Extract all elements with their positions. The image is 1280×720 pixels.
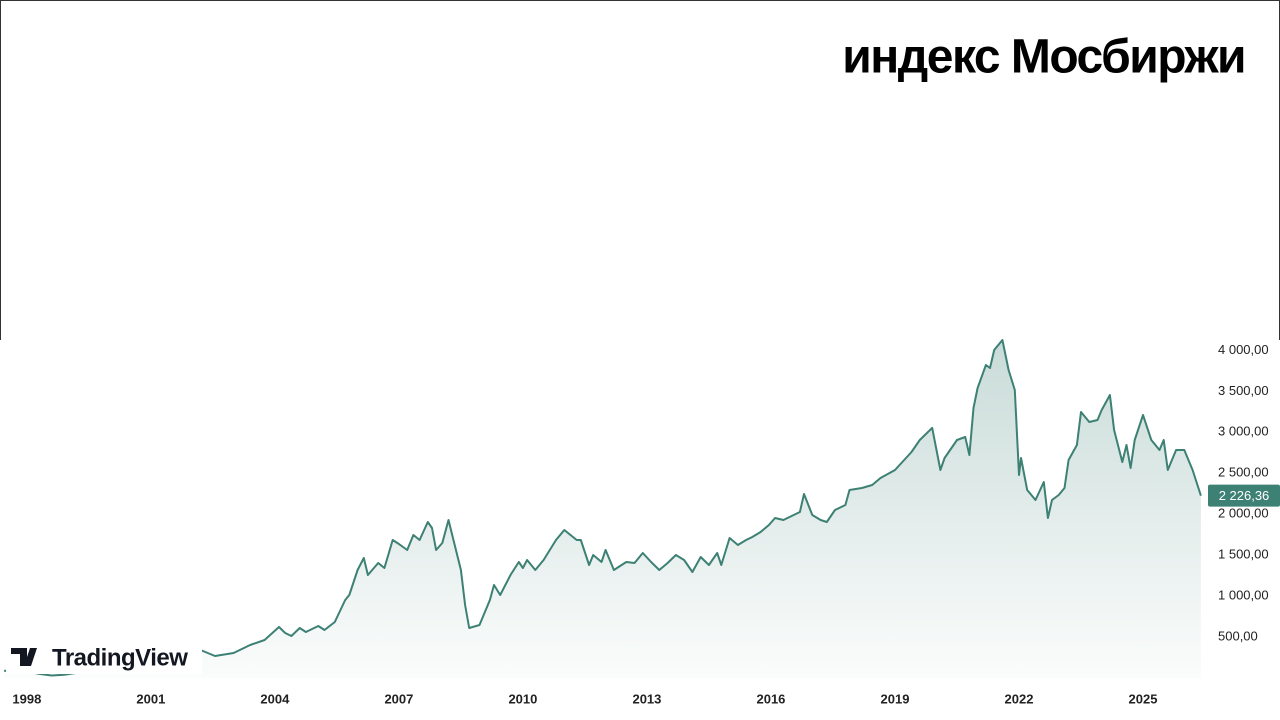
plot: 500,00 1 000,00 1 500,00 2 000,00 2 500,00 3 … — [3, 339, 1280, 706]
x-tick-label: 2010 — [508, 691, 537, 706]
x-tick-label: 2016 — [756, 691, 785, 706]
watermark: TradingView — [6, 642, 202, 674]
watermark-icon — [11, 648, 37, 666]
y-tick-label: 2 500,00 — [1218, 465, 1269, 480]
watermark-text: TradingView — [52, 644, 188, 671]
y-tick-label: 3 000,00 — [1218, 424, 1269, 439]
x-tick-label: 2025 — [1129, 691, 1158, 706]
x-tick-label: 1998 — [12, 691, 41, 706]
y-tick-label: 3 500,00 — [1218, 383, 1269, 398]
x-tick-label: 2004 — [260, 691, 290, 706]
line — [3, 339, 1202, 677]
last-value-label: 2 226,36 — [1219, 488, 1270, 503]
y-tick-label: 2 000,00 — [1218, 506, 1269, 521]
last-value-badge — [1208, 484, 1280, 507]
x-tick-label: 2007 — [384, 691, 413, 706]
watermark-bg — [6, 642, 202, 674]
y-tick-label: 4 000,00 — [1218, 342, 1269, 357]
x-tick-label: 2001 — [136, 691, 165, 706]
chart-title: индекс Мосбиржи — [842, 31, 1245, 84]
x-tick-label: 2022 — [1005, 691, 1034, 706]
x-tick-label: 2019 — [881, 691, 910, 706]
y-tick-label: 1 500,00 — [1218, 547, 1269, 562]
y-tick-label: 500,00 — [1218, 628, 1258, 643]
x-tick-label: 2013 — [632, 691, 661, 706]
area — [4, 340, 1201, 678]
y-tick-label: 1 000,00 — [1218, 588, 1269, 603]
